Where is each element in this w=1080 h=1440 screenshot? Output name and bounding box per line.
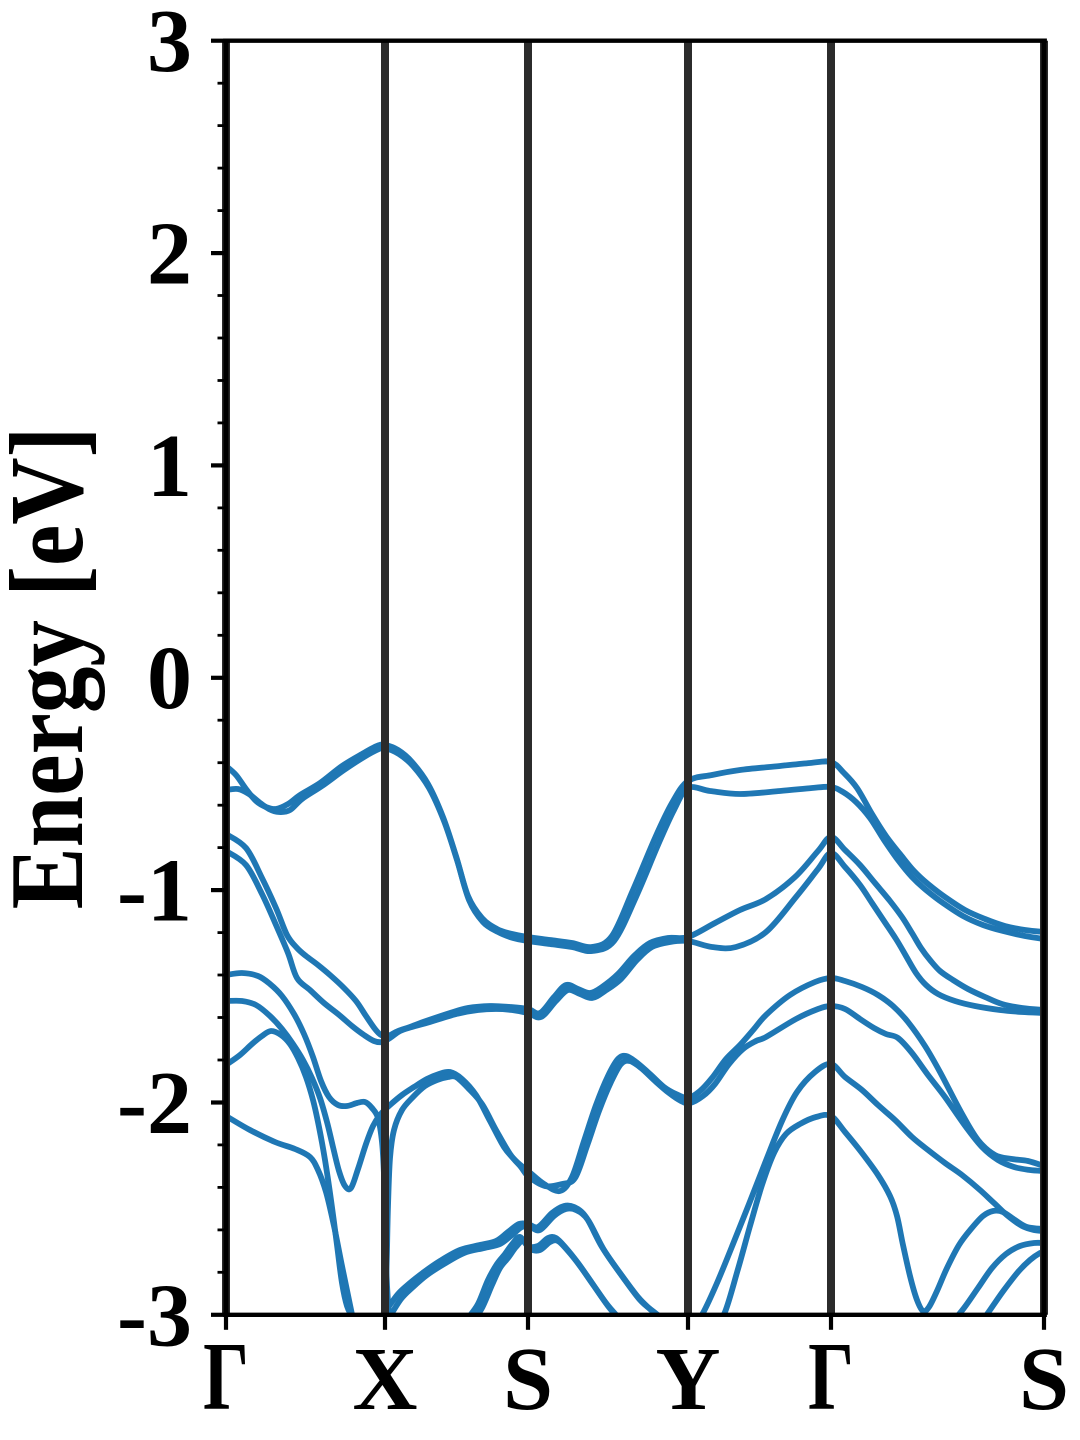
svg-text:-2: -2 [117, 1054, 192, 1153]
svg-text:1: 1 [147, 417, 192, 516]
svg-text:3: 3 [147, 0, 192, 91]
svg-text:-3: -3 [117, 1266, 192, 1365]
svg-text:Γ: Γ [203, 1323, 249, 1431]
svg-text:Γ: Γ [808, 1323, 854, 1431]
svg-text:Y: Y [656, 1330, 721, 1429]
svg-text:S: S [1019, 1330, 1069, 1429]
svg-text:S: S [503, 1330, 553, 1429]
svg-text:Energy [eV]: Energy [eV] [0, 427, 105, 910]
svg-text:X: X [353, 1330, 418, 1429]
svg-text:0: 0 [147, 629, 192, 728]
svg-text:2: 2 [147, 205, 192, 304]
svg-text:-1: -1 [117, 842, 192, 941]
